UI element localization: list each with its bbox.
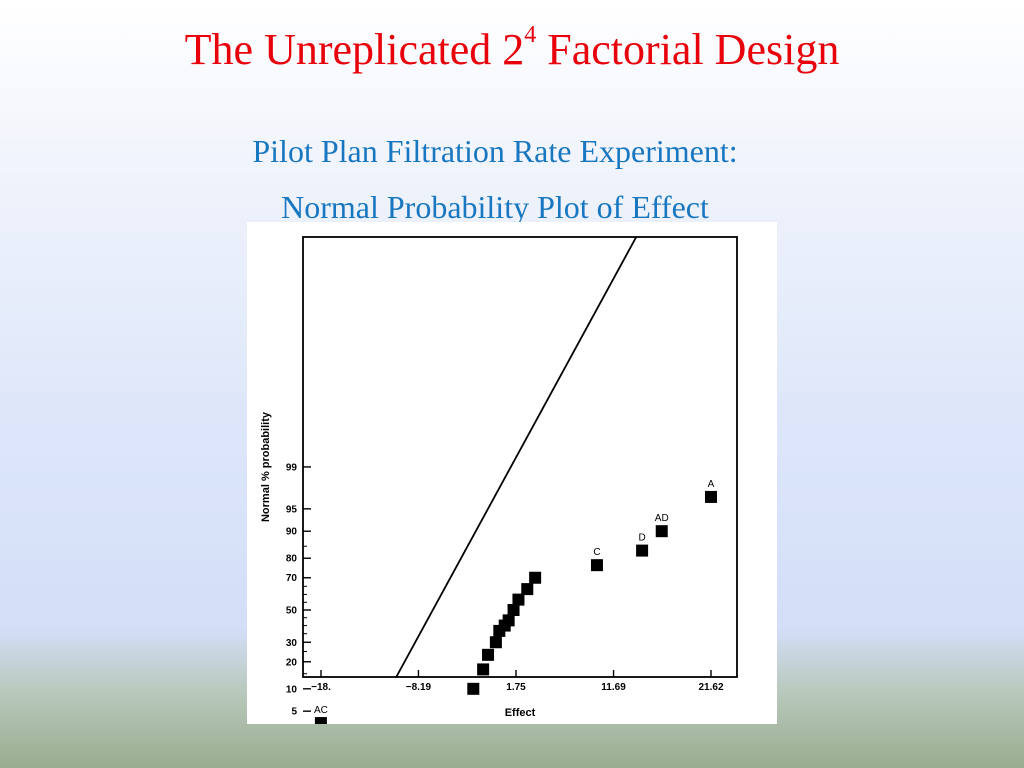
point-label: C xyxy=(593,547,600,558)
point-label: AC xyxy=(314,705,328,716)
y-axis-label: Normal % probability xyxy=(260,411,272,522)
data-point xyxy=(655,525,668,538)
data-point xyxy=(477,663,490,676)
x-tick-label: 21.62 xyxy=(698,682,723,693)
y-tick-label: 99 xyxy=(286,462,298,473)
data-point xyxy=(489,636,502,649)
data-point xyxy=(502,614,515,627)
reference-line xyxy=(395,236,638,678)
x-tick-label: 11.69 xyxy=(601,682,626,693)
slide-subtitle-line1: Pilot Plan Filtration Rate Experiment: xyxy=(252,133,738,169)
data-point xyxy=(521,583,534,596)
data-point xyxy=(314,717,327,724)
x-axis-label: Effect xyxy=(505,707,536,719)
y-tick-label: 20 xyxy=(286,657,298,668)
data-point xyxy=(529,571,542,584)
y-tick-label: 10 xyxy=(286,684,298,695)
point-label: AD xyxy=(655,513,669,524)
y-tick-label: 30 xyxy=(286,638,298,649)
y-tick-label: 70 xyxy=(286,573,298,584)
data-points: AC C D AD A xyxy=(314,479,717,724)
y-tick-label: 95 xyxy=(286,504,298,515)
data-point xyxy=(467,682,480,695)
chart-svg: 15102030507080909599 −18.−8.191.7511.692… xyxy=(260,236,738,724)
data-point xyxy=(482,648,495,661)
x-tick-label: −18. xyxy=(311,682,331,693)
data-point xyxy=(512,593,525,606)
normal-probability-chart: 15102030507080909599 −18.−8.191.7511.692… xyxy=(247,222,777,724)
y-axis: 15102030507080909599 xyxy=(286,462,311,718)
data-point xyxy=(507,604,520,616)
x-tick-label: 1.75 xyxy=(506,682,526,693)
y-tick-label: 50 xyxy=(286,606,298,617)
data-point xyxy=(590,559,603,572)
point-label: D xyxy=(638,533,645,544)
point-label: A xyxy=(708,479,715,490)
slide-subtitle-line2: Normal Probability Plot of Effect xyxy=(281,189,709,225)
slide-title: The Unreplicated 24 Factorial Design xyxy=(184,22,840,74)
y-tick-label: 90 xyxy=(286,527,298,538)
y-tick-label: 5 xyxy=(291,707,297,718)
plot-frame xyxy=(302,236,738,678)
data-point xyxy=(636,544,649,557)
data-point xyxy=(705,490,717,503)
title-exponent: 4 xyxy=(524,22,537,48)
x-axis: −18. −8.19 1.75 11.69 21.62 xyxy=(311,670,724,693)
y-tick-label: 80 xyxy=(286,554,298,565)
x-tick-label: −8.19 xyxy=(406,682,432,693)
